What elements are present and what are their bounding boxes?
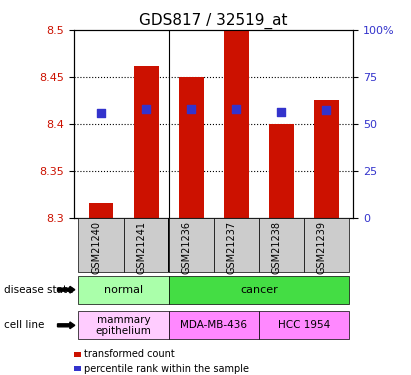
Text: transformed count: transformed count	[84, 350, 175, 359]
Text: GSM21239: GSM21239	[316, 221, 326, 274]
Point	[278, 109, 285, 115]
Text: cell line: cell line	[4, 320, 44, 330]
Point	[143, 106, 149, 112]
Text: MDA-MB-436: MDA-MB-436	[180, 320, 247, 330]
Point	[323, 107, 330, 113]
Text: GSM21237: GSM21237	[226, 221, 236, 274]
Bar	[224, 30, 249, 217]
Text: GSM21240: GSM21240	[91, 221, 101, 274]
Text: disease state: disease state	[4, 285, 74, 295]
Bar	[179, 77, 203, 218]
Bar	[89, 204, 113, 218]
Bar	[314, 100, 339, 218]
Text: GSM21236: GSM21236	[181, 221, 191, 274]
Text: GSM21241: GSM21241	[136, 221, 146, 274]
Text: GSM21238: GSM21238	[271, 221, 282, 274]
Text: cancer: cancer	[240, 285, 278, 295]
Text: normal: normal	[104, 285, 143, 295]
Text: HCC 1954: HCC 1954	[278, 320, 330, 330]
Title: GDS817 / 32519_at: GDS817 / 32519_at	[139, 12, 288, 28]
Bar	[134, 66, 159, 218]
Point	[98, 111, 104, 117]
Bar	[269, 124, 294, 218]
Text: percentile rank within the sample: percentile rank within the sample	[84, 364, 249, 374]
Point	[188, 106, 194, 112]
Text: mammary
epithelium: mammary epithelium	[96, 315, 152, 336]
Point	[233, 106, 240, 112]
